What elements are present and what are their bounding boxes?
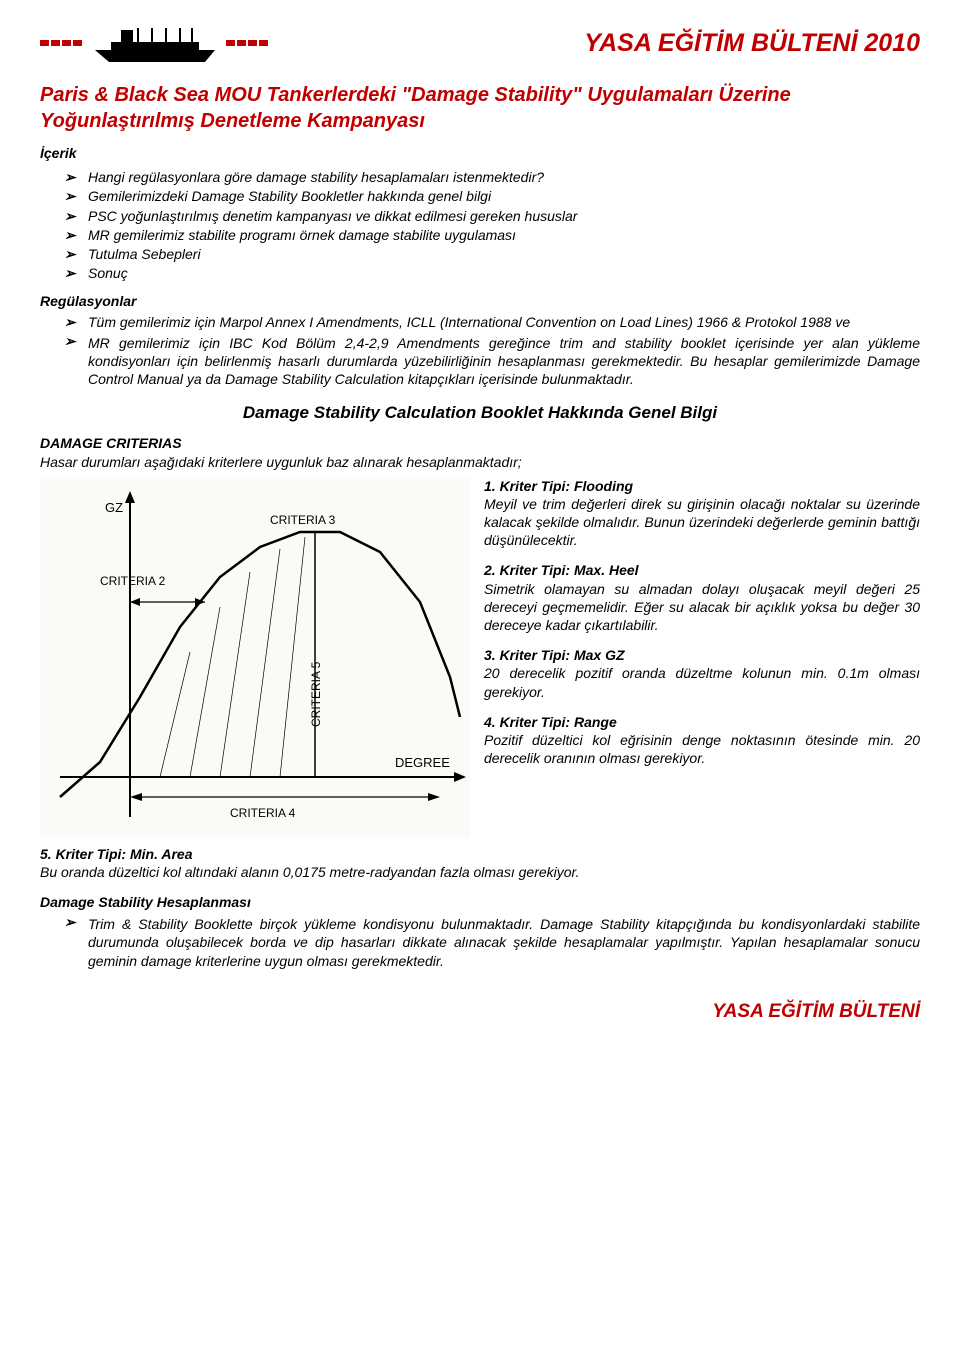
list-text: Sonuç [88, 264, 128, 282]
list-text: Tüm gemilerimiz için Marpol Annex I Amen… [88, 313, 850, 331]
list-item: ➢Hangi regülasyonlara göre damage stabil… [64, 168, 920, 186]
list-text: PSC yoğunlaştırılmış denetim kampanyası … [88, 207, 577, 225]
list-text: Hangi regülasyonlara göre damage stabili… [88, 168, 544, 186]
list-item: ➢Tutulma Sebepleri [64, 245, 920, 263]
criterion-body: Pozitif düzeltici kol eğrisinin denge no… [484, 732, 920, 766]
svg-text:DEGREE: DEGREE [395, 755, 450, 770]
list-text: Trim & Stability Booklette birçok yüklem… [88, 915, 920, 970]
dash-right [226, 40, 270, 46]
criterion-1: 1. Kriter Tipi: Flooding Meyil ve trim d… [484, 477, 920, 550]
reg-list: ➢Tüm gemilerimiz için Marpol Annex I Ame… [64, 313, 920, 389]
criterion-5: 5. Kriter Tipi: Min. Area Bu oranda düze… [40, 845, 920, 881]
ship-icon [90, 18, 220, 68]
page: YASA EĞİTİM BÜLTENİ 2010 Paris & Black S… [0, 0, 960, 1045]
dsh-list: ➢Trim & Stability Booklette birçok yükle… [64, 913, 920, 970]
criterion-3: 3. Kriter Tipi: Max GZ 20 derecelik pozi… [484, 646, 920, 701]
svg-text:GZ: GZ [105, 500, 123, 515]
criterion-body: Meyil ve trim değerleri direk su girişin… [484, 496, 920, 548]
icerik-list: ➢Hangi regülasyonlara göre damage stabil… [64, 168, 920, 282]
damage-criterias-sub: Hasar durumları aşağıdaki kriterlere uyg… [40, 453, 920, 471]
criterion-head: 2. Kriter Tipi: Max. Heel [484, 562, 639, 578]
list-item: ➢Gemilerimizdeki Damage Stability Bookle… [64, 187, 920, 205]
list-text: Gemilerimizdeki Damage Stability Booklet… [88, 187, 491, 205]
dsh-heading: Damage Stability Hesaplanması [40, 893, 920, 911]
svg-text:CRITERIA 5: CRITERIA 5 [309, 661, 323, 727]
damage-criterias-heading: DAMAGE CRITERIAS [40, 434, 920, 452]
gz-curve-chart: GZ DEGREE CRITERIA 3 CRITERIA 5 CRITERIA… [40, 477, 470, 837]
list-item: ➢PSC yoğunlaştırılmış denetim kampanyası… [64, 207, 920, 225]
svg-text:CRITERIA 2: CRITERIA 2 [100, 574, 166, 588]
icerik-heading: İçerik [40, 144, 920, 162]
booklet-title: Damage Stability Calculation Booklet Hak… [40, 402, 920, 424]
header-title: YASA EĞİTİM BÜLTENİ 2010 [584, 27, 920, 60]
svg-text:CRITERIA 4: CRITERIA 4 [230, 806, 296, 820]
criterion-body: Bu oranda düzeltici kol altındaki alanın… [40, 864, 580, 880]
dash-left [40, 40, 84, 46]
list-item: ➢Sonuç [64, 264, 920, 282]
criterion-head: 1. Kriter Tipi: Flooding [484, 478, 633, 494]
criterion-head: 3. Kriter Tipi: Max GZ [484, 647, 625, 663]
list-text: MR gemilerimiz stabilite programı örnek … [88, 226, 516, 244]
svg-text:CRITERIA 3: CRITERIA 3 [270, 513, 336, 527]
list-item: ➢Tüm gemilerimiz için Marpol Annex I Ame… [64, 313, 920, 331]
doc-title: Paris & Black Sea MOU Tankerlerdeki "Dam… [40, 82, 920, 134]
list-text: MR gemilerimiz için IBC Kod Bölüm 2,4-2,… [88, 334, 920, 389]
criterion-body: 20 derecelik pozitif oranda düzeltme kol… [484, 665, 920, 699]
criteria-block: GZ DEGREE CRITERIA 3 CRITERIA 5 CRITERIA… [40, 477, 920, 837]
footer-note: YASA EĞİTİM BÜLTENİ [40, 1000, 920, 1025]
reg-heading: Regülasyonlar [40, 292, 920, 310]
criterion-head: 5. Kriter Tipi: Min. Area [40, 846, 192, 862]
list-item: ➢Trim & Stability Booklette birçok yükle… [64, 913, 920, 970]
list-item: ➢MR gemilerimiz stabilite programı örnek… [64, 226, 920, 244]
list-text: Tutulma Sebepleri [88, 245, 201, 263]
header-banner: YASA EĞİTİM BÜLTENİ 2010 [40, 18, 920, 68]
criterion-2: 2. Kriter Tipi: Max. Heel Simetrik olama… [484, 561, 920, 634]
list-item: ➢MR gemilerimiz için IBC Kod Bölüm 2,4-2… [64, 332, 920, 389]
criterion-body: Simetrik olamayan su almadan dolayı oluş… [484, 581, 920, 633]
criterion-4: 4. Kriter Tipi: Range Pozitif düzeltici … [484, 713, 920, 768]
criteria-text-column: 1. Kriter Tipi: Flooding Meyil ve trim d… [484, 477, 920, 837]
criterion-head: 4. Kriter Tipi: Range [484, 714, 617, 730]
